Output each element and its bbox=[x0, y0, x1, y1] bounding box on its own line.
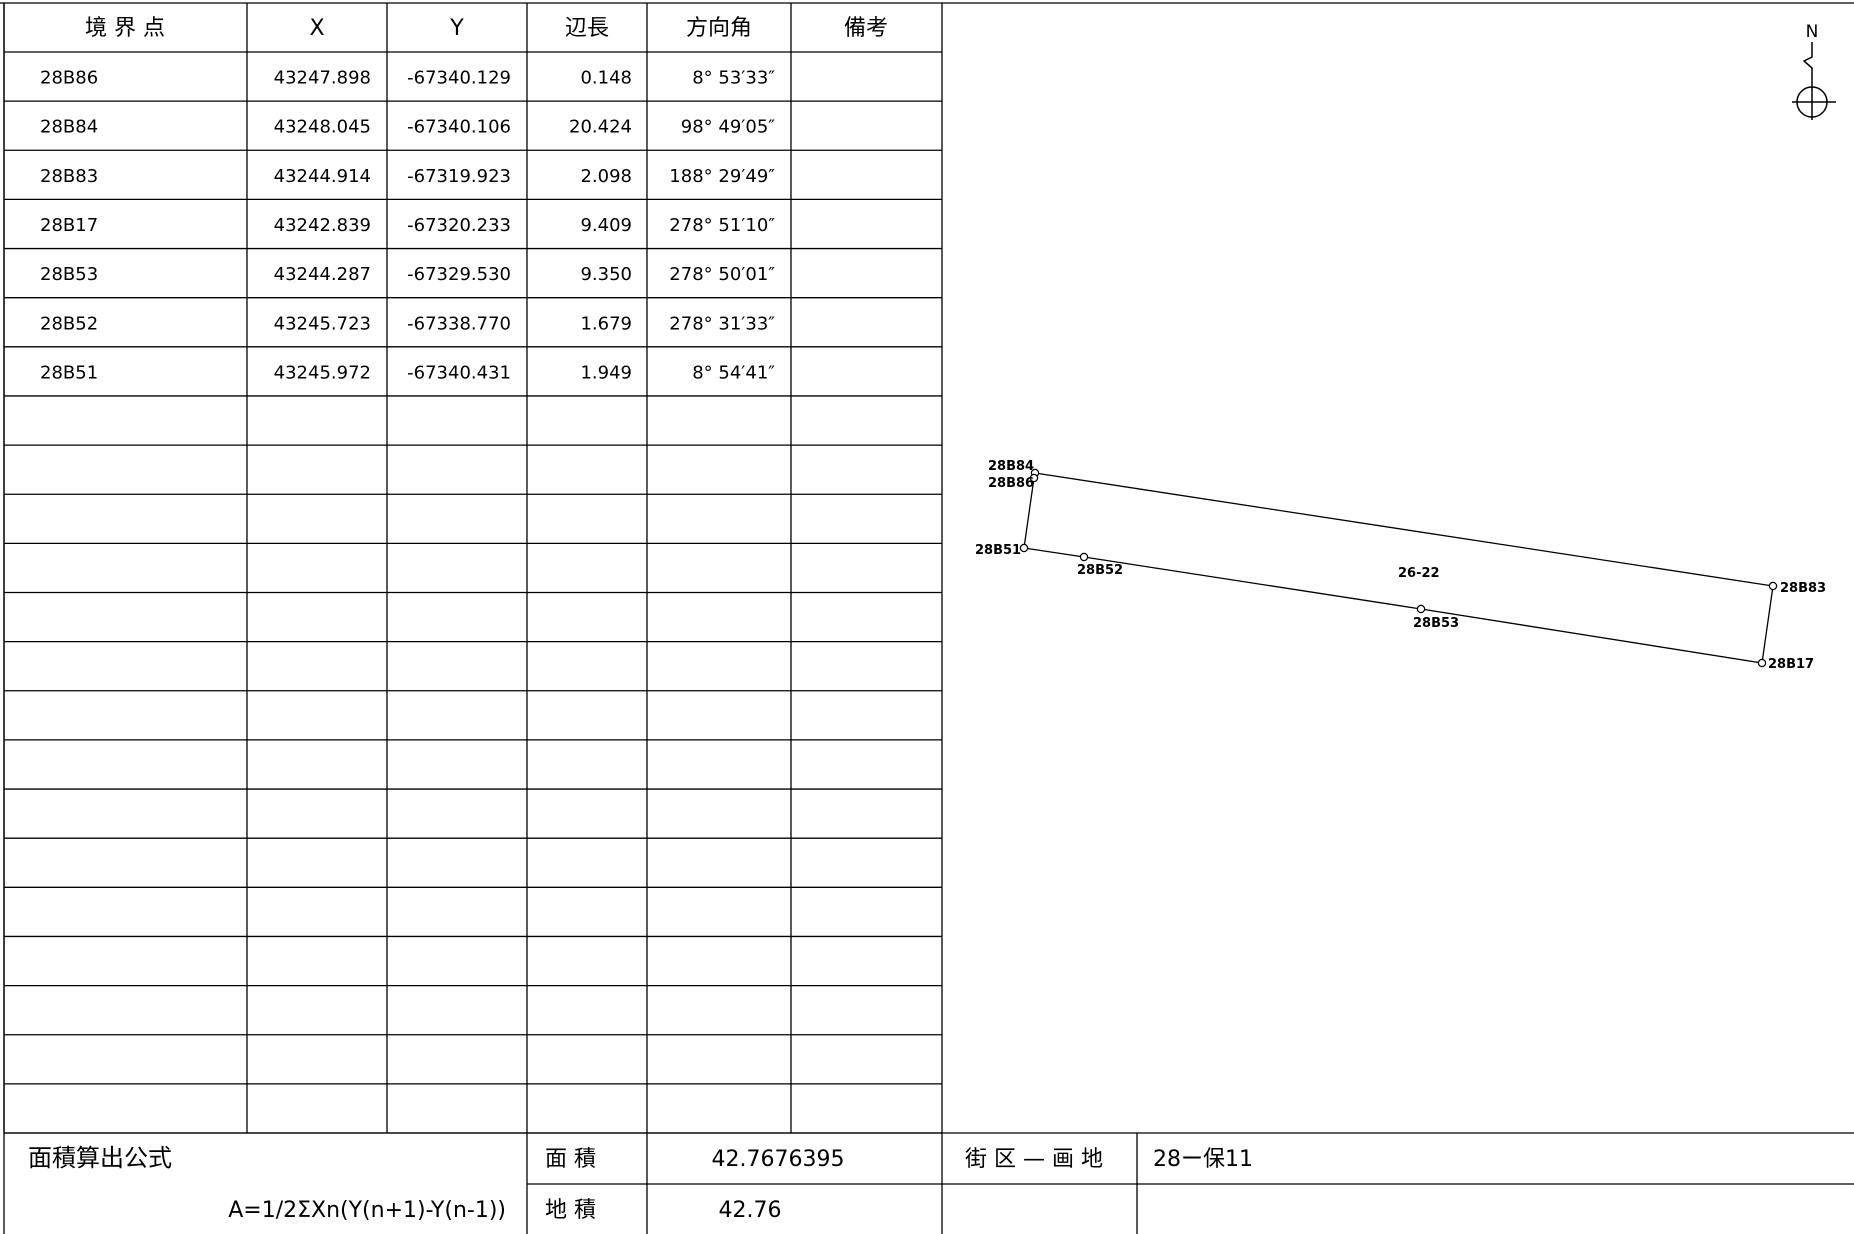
point-label: 28B83 bbox=[1780, 581, 1826, 596]
column-header: X bbox=[309, 16, 324, 41]
parcel-label: 26-22 bbox=[1398, 566, 1440, 581]
table-cell: 28B53 bbox=[40, 264, 98, 285]
land-area-value: 42.76 bbox=[719, 1198, 782, 1223]
table-cell: 43247.898 bbox=[274, 68, 371, 89]
boundary-point bbox=[1029, 473, 1039, 483]
table-text: 境 界 点 X Y 辺長 方向角 備考 28B86 43247.898 -67340.129 0.… bbox=[40, 16, 888, 383]
point-label: 28B51 bbox=[975, 543, 1021, 558]
table-cell: 9.350 bbox=[580, 264, 632, 285]
column-header: 備考 bbox=[844, 16, 888, 41]
table-cell: 43244.287 bbox=[274, 264, 371, 285]
boundary-point bbox=[1019, 543, 1029, 553]
table-cell: -67338.770 bbox=[407, 313, 511, 334]
table-cell: 43244.914 bbox=[274, 166, 371, 187]
table-cell: 0.148 bbox=[580, 68, 632, 89]
boundary-point bbox=[1768, 581, 1778, 591]
footer-block: 面積算出公式 A=1/2ΣXn(Y(n+1)-Y(n-1)) 面 積 42.76… bbox=[28, 1144, 1253, 1223]
block-label: 街 区 — 画 地 bbox=[965, 1147, 1103, 1172]
table-cell: 43245.972 bbox=[274, 362, 371, 383]
table-cell: 43245.723 bbox=[274, 313, 371, 334]
table-cell: 28B51 bbox=[40, 362, 98, 383]
column-header: 辺長 bbox=[565, 16, 609, 41]
table-cell: 278° 31′33″ bbox=[669, 313, 775, 334]
table-cell: 20.424 bbox=[569, 117, 632, 138]
table-cell: -67329.530 bbox=[407, 264, 511, 285]
parcel-boundary bbox=[1023, 472, 1774, 664]
table-cell: 28B83 bbox=[40, 166, 98, 187]
table-cell: -67320.233 bbox=[407, 215, 511, 236]
parcel-drawing: 28B84 28B86 28B51 28B52 28B53 28B83 28B17 bbox=[975, 459, 1826, 672]
table-cell: -67340.431 bbox=[407, 362, 511, 383]
formula: A=1/2ΣXn(Y(n+1)-Y(n-1)) bbox=[228, 1198, 506, 1223]
point-label: 28B84 bbox=[988, 459, 1034, 474]
table-cell: -67340.129 bbox=[407, 68, 511, 89]
table-cell: 1.679 bbox=[580, 313, 632, 334]
point-label: 28B52 bbox=[1077, 563, 1123, 578]
block-value: 28ー保11 bbox=[1153, 1147, 1253, 1172]
table-cell: 278° 51′10″ bbox=[669, 215, 775, 236]
table-cell: -67340.106 bbox=[407, 117, 511, 138]
boundary-point bbox=[1757, 658, 1767, 668]
north-label: N bbox=[1806, 22, 1819, 42]
land-area-label: 地 積 bbox=[545, 1198, 596, 1223]
point-label: 28B53 bbox=[1413, 616, 1459, 631]
table-cell: 1.949 bbox=[580, 362, 632, 383]
north-arrow-icon: N bbox=[1792, 22, 1836, 120]
boundary-point bbox=[1416, 604, 1426, 614]
table-cell: 43248.045 bbox=[274, 117, 371, 138]
table-cell: 43242.839 bbox=[274, 215, 371, 236]
formula-title: 面積算出公式 bbox=[28, 1144, 172, 1172]
table-cell: 28B86 bbox=[40, 68, 98, 89]
column-header: Y bbox=[449, 16, 464, 41]
table-cell: 8° 54′41″ bbox=[692, 362, 775, 383]
table-cell: 188° 29′49″ bbox=[669, 166, 775, 187]
point-label: 28B17 bbox=[1768, 657, 1814, 672]
column-header: 方向角 bbox=[686, 16, 752, 41]
boundary-point bbox=[1079, 552, 1089, 562]
area-label: 面 積 bbox=[545, 1147, 596, 1172]
table-cell: 28B52 bbox=[40, 313, 98, 334]
table-cell: 278° 50′01″ bbox=[669, 264, 775, 285]
table-cell: 9.409 bbox=[580, 215, 632, 236]
point-label: 28B86 bbox=[988, 476, 1034, 491]
table-cell: 28B84 bbox=[40, 117, 98, 138]
column-header: 境 界 点 bbox=[85, 16, 165, 41]
table-cell: -67319.923 bbox=[407, 166, 511, 187]
table-cell: 8° 53′33″ bbox=[692, 68, 775, 89]
area-value: 42.7676395 bbox=[712, 1147, 845, 1172]
table-cell: 2.098 bbox=[580, 166, 632, 187]
table-cell: 28B17 bbox=[40, 215, 98, 236]
table-cell: 98° 49′05″ bbox=[681, 117, 776, 138]
